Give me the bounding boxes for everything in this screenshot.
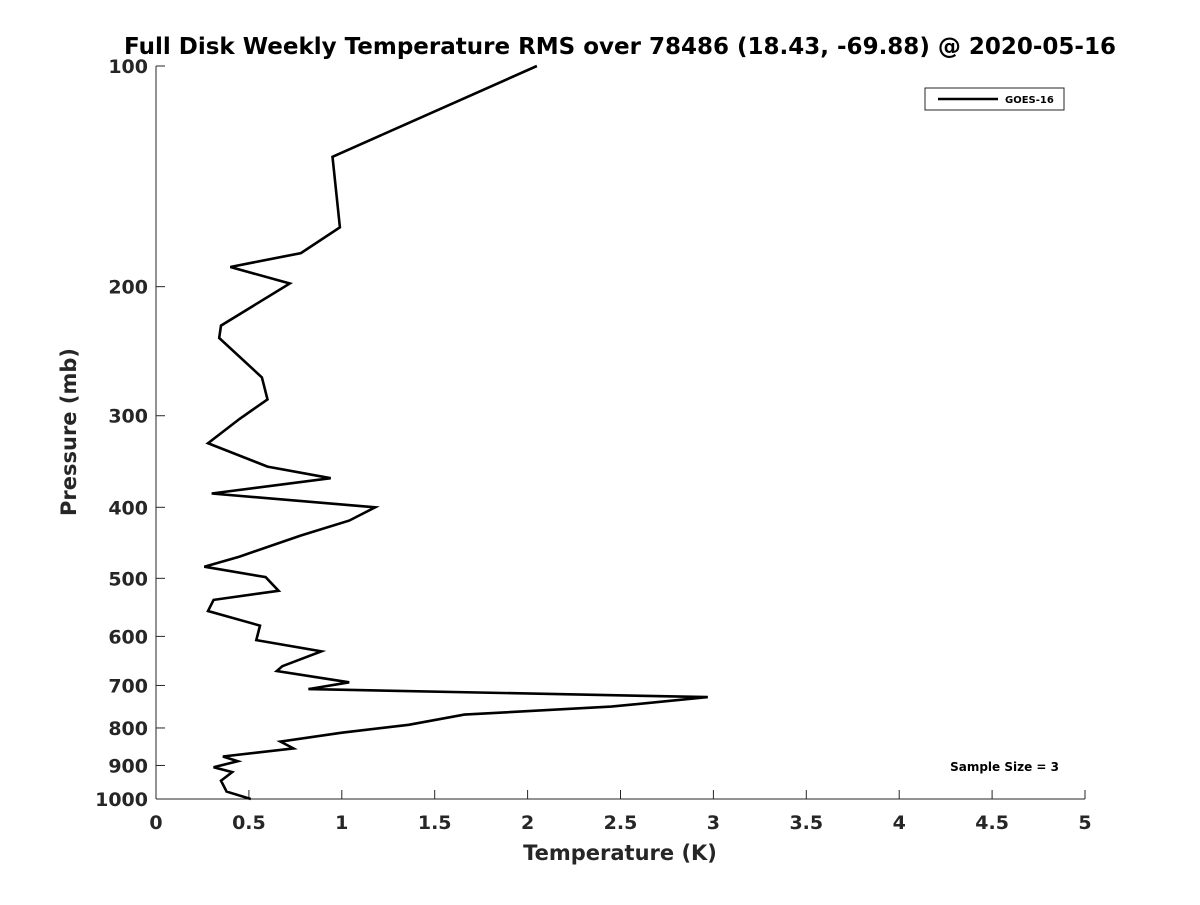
x-tick-label: 3.5 <box>789 812 823 834</box>
x-ticks: 0 0.5 1 1.5 2 2.5 3 3.5 4 4.5 5 <box>149 790 1092 834</box>
legend-label-goes-16: GOES-16 <box>1005 95 1054 106</box>
y-ticks: 100 200 300 400 500 600 700 800 900 1000 <box>95 56 165 811</box>
x-tick-label: 1 <box>335 812 348 834</box>
x-tick-label: 4 <box>893 812 906 834</box>
x-tick-label: 2.5 <box>604 812 638 834</box>
legend: GOES-16 <box>924 87 1065 111</box>
x-tick-label: 4.5 <box>975 812 1009 834</box>
y-tick-label: 300 <box>108 406 148 428</box>
y-tick-label: 900 <box>108 755 148 777</box>
x-tick-label: 0 <box>149 812 162 834</box>
y-tick-label: 500 <box>108 568 148 590</box>
x-tick-label: 0.5 <box>232 812 266 834</box>
x-axis-label: Temperature (K) <box>523 841 717 865</box>
y-tick-label: 200 <box>108 277 148 299</box>
chart-title: Full Disk Weekly Temperature RMS over 78… <box>124 34 1116 60</box>
y-tick-label: 600 <box>108 626 148 648</box>
y-tick-label: 400 <box>108 497 148 519</box>
x-tick-label: 3 <box>707 812 720 834</box>
x-tick-label: 1.5 <box>418 812 452 834</box>
sample-size-annotation: Sample Size = 3 <box>950 760 1059 774</box>
x-tick-label: 2 <box>521 812 534 834</box>
y-tick-label: 700 <box>108 675 148 697</box>
x-tick-label: 5 <box>1078 812 1091 834</box>
y-axis-label: Pressure (mb) <box>57 348 81 516</box>
series-line-goes-16 <box>203 64 708 801</box>
y-tick-label: 800 <box>108 718 148 740</box>
series-layer <box>203 64 708 801</box>
y-tick-label: 100 <box>108 56 148 78</box>
y-tick-label: 1000 <box>95 789 148 811</box>
plot-area: 0 0.5 1 1.5 2 2.5 3 3.5 4 4.5 5 100 200 300 400 500 600… <box>95 56 1092 834</box>
